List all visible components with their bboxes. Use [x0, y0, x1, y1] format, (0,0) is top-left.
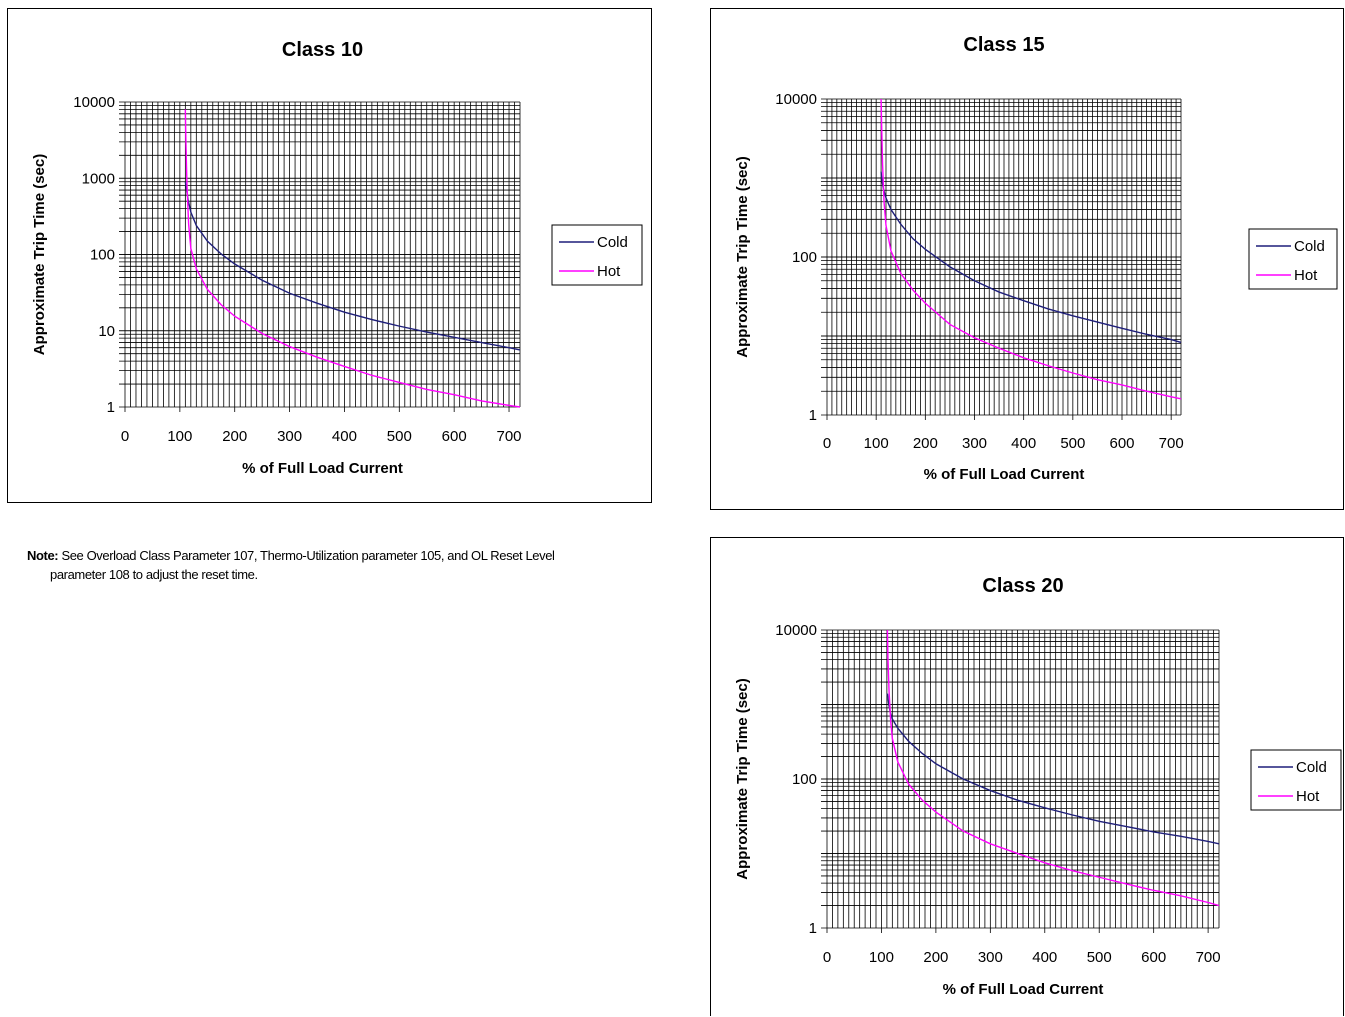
- x-tick-label: 200: [913, 435, 938, 452]
- legend: Cold Hot: [1250, 749, 1342, 811]
- y-tick-label: 10000: [775, 91, 817, 108]
- chart-title: Class 10: [282, 39, 363, 61]
- x-tick-label: 600: [1109, 435, 1134, 452]
- x-tick-label: 300: [277, 428, 302, 445]
- y-tick-label: 1: [809, 920, 817, 937]
- x-tick-label: 400: [1032, 949, 1057, 966]
- note-line-2: parameter 108 to adjust the reset time.: [50, 567, 258, 582]
- legend-label-cold: Cold: [597, 234, 628, 251]
- y-tick-label: 1000: [82, 170, 115, 187]
- chart-title: Class 20: [982, 575, 1063, 597]
- y-gridlines: [821, 98, 1181, 416]
- y-gridlines: [119, 101, 520, 408]
- x-tick-label: 400: [332, 428, 357, 445]
- legend-label-cold: Cold: [1294, 238, 1325, 255]
- x-tick-label: 700: [1196, 949, 1221, 966]
- x-tick-label: 200: [222, 428, 247, 445]
- x-tick-label: 100: [167, 428, 192, 445]
- chart-class-15: Class 15 0 100 200 300 400 500 600 700 1 100 10000%…: [710, 8, 1344, 510]
- x-tick-label: 100: [864, 435, 889, 452]
- series-line-cold: [880, 171, 1182, 344]
- y-tick-label: 100: [792, 771, 817, 788]
- legend-box: [1248, 228, 1338, 290]
- note-label: Note:: [27, 548, 59, 563]
- series-line-hot: [886, 629, 1220, 907]
- legend-box: [1250, 749, 1342, 811]
- x-tick-label: 600: [1141, 949, 1166, 966]
- chart-class-10: Class 10 0 100 200 300 400 500 600 700 1 10 100 1000…: [7, 8, 652, 503]
- y-tick-label: 1: [107, 399, 115, 416]
- x-tick-label: 500: [387, 428, 412, 445]
- chart-title: Class 15: [963, 34, 1044, 56]
- x-tick-label: 300: [978, 949, 1003, 966]
- series-line-cold: [886, 693, 1220, 845]
- y-gridlines: [821, 629, 1219, 929]
- x-tick-label: 100: [869, 949, 894, 966]
- x-tick-label: 300: [962, 435, 987, 452]
- x-tick-label: 700: [1159, 435, 1184, 452]
- x-tick-label: 0: [823, 949, 831, 966]
- note-paragraph: Note: See Overload Class Parameter 107, …: [27, 546, 657, 584]
- x-axis-label: % of Full Load Current: [943, 981, 1104, 998]
- note-line-1: See Overload Class Parameter 107, Thermo…: [61, 548, 555, 563]
- y-tick-label: 10000: [73, 94, 115, 111]
- x-tick-label: 400: [1011, 435, 1036, 452]
- x-tick-label: 500: [1087, 949, 1112, 966]
- y-tick-label: 100: [90, 247, 115, 264]
- legend-label-cold: Cold: [1296, 759, 1327, 776]
- legend: Cold Hot: [1248, 228, 1338, 290]
- y-tick-label: 10000: [775, 622, 817, 639]
- y-axis-label: Approximate Trip Time (sec): [734, 156, 751, 357]
- y-axis-label: Approximate Trip Time (sec): [734, 678, 751, 879]
- x-tick-label: 700: [497, 428, 522, 445]
- chart-class-10-svg: Class 10 0 100 200 300 400 500 600 700 1 10 100 1000…: [31, 39, 643, 477]
- x-axis-label: % of Full Load Current: [924, 466, 1085, 483]
- y-tick-label: 100: [792, 249, 817, 266]
- x-tick-label: 500: [1060, 435, 1085, 452]
- chart-class-20-svg: Class 20 0 100 200 300 400 500 600 700 1 100 10000%…: [734, 575, 1342, 998]
- legend-label-hot: Hot: [597, 263, 621, 280]
- legend-label-hot: Hot: [1296, 788, 1320, 805]
- x-tick-label: 0: [823, 435, 831, 452]
- legend: Cold Hot: [551, 224, 643, 286]
- x-tick-label: 200: [923, 949, 948, 966]
- y-tick-label: 1: [809, 407, 817, 424]
- chart-class-15-svg: Class 15 0 100 200 300 400 500 600 700 1 100 10000%…: [734, 34, 1338, 483]
- chart-class-20: Class 20 0 100 200 300 400 500 600 700 1 100 10000%…: [710, 537, 1344, 1016]
- series-line-hot: [184, 109, 521, 408]
- series-line-cold: [184, 181, 521, 351]
- legend-label-hot: Hot: [1294, 267, 1318, 284]
- x-tick-label: 600: [442, 428, 467, 445]
- y-axis-label: Approximate Trip Time (sec): [31, 154, 48, 355]
- x-tick-label: 0: [121, 428, 129, 445]
- legend-box: [551, 224, 643, 286]
- y-tick-label: 10: [98, 323, 115, 340]
- x-axis-label: % of Full Load Current: [242, 460, 403, 477]
- series-line-hot: [880, 98, 1182, 400]
